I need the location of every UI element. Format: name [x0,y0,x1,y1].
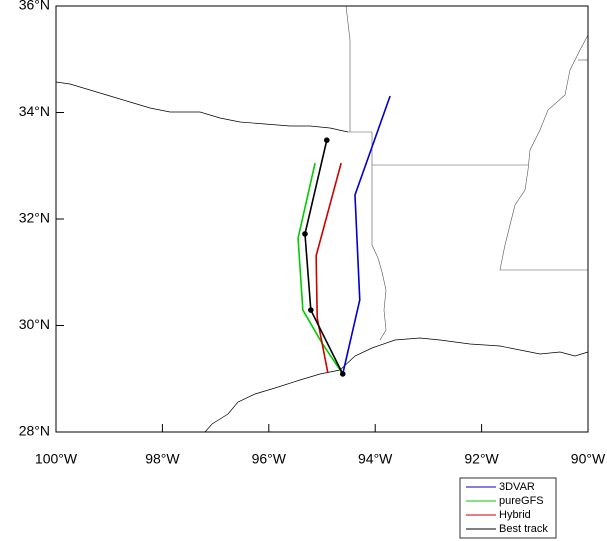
x-tick-label: 92°W [464,451,499,467]
y-tick-label: 34°N [19,103,50,119]
legend-label: Hybrid [499,509,531,521]
x-tick-label: 98°W [145,451,180,467]
y-tick-label: 32°N [19,210,50,226]
legend-box [459,477,557,539]
track-line [341,95,391,375]
track-point [308,307,314,313]
track-line [315,162,342,374]
plot-frame [55,5,589,433]
x-tick-label: 90°W [571,451,606,467]
track-line [297,162,344,375]
legend-label: Best track [499,523,548,535]
track-point [323,137,330,143]
legend [459,477,557,539]
y-tick-label: 30°N [19,316,50,332]
legend-label: pureGFS [499,495,544,507]
track-point [339,371,346,377]
x-tick-label: 96°W [252,451,287,467]
y-tick-label: 28°N [19,423,50,439]
map-outline [55,5,589,433]
legend-label: 3DVAR [499,481,535,493]
x-tick-label: 100°W [35,451,78,467]
track-line [304,140,344,375]
x-tick-label: 94°W [358,451,393,467]
y-tick-label: 36°N [19,0,50,13]
track-point [302,231,308,237]
